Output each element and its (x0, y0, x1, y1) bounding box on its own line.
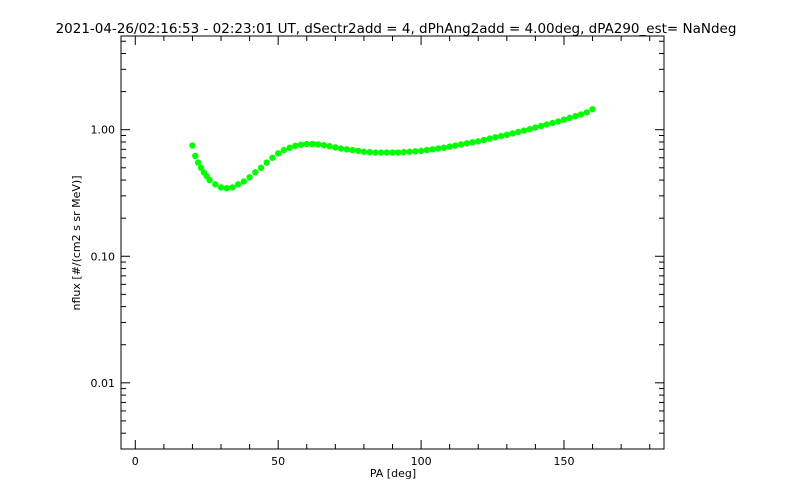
data-point (406, 148, 413, 155)
data-point (549, 119, 556, 127)
data-point (229, 184, 236, 191)
x-tick-label: 0 (132, 455, 139, 468)
plot-frame (120, 35, 665, 450)
y-axis-ticks: 0.01 0.10 1.00 (91, 40, 664, 450)
data-point (292, 142, 299, 150)
data-point (423, 146, 430, 154)
data-point (217, 184, 225, 191)
data-point (503, 131, 511, 139)
data-point (497, 132, 505, 140)
data-point (326, 143, 333, 150)
data-point (194, 159, 202, 166)
data-point (366, 148, 373, 156)
data-point (280, 146, 288, 154)
y-tick-label: 0.10 (91, 250, 116, 263)
data-point (412, 148, 419, 155)
data-point (440, 144, 448, 151)
data-point (543, 121, 551, 128)
data-point (309, 140, 316, 148)
data-point (395, 149, 402, 156)
data-point (286, 144, 293, 151)
data-point (332, 144, 339, 151)
data-point (337, 145, 345, 152)
x-tick-label: 100 (411, 455, 432, 468)
data-point (234, 181, 242, 188)
data-point (297, 141, 305, 148)
chart-title: 2021-04-26/02:16:53 - 02:23:01 UT, dSect… (56, 21, 737, 37)
data-point (492, 134, 499, 141)
data-point (566, 114, 573, 122)
data-point (446, 143, 453, 150)
data-point (343, 146, 350, 153)
data-point (206, 176, 213, 184)
data-point (457, 141, 465, 148)
data-point (320, 141, 328, 149)
data-point (303, 140, 310, 148)
x-axis-label: PA [deg] (370, 467, 416, 480)
y-axis-label: nflux [#/(cm2 s sr MeV)] (70, 176, 83, 311)
data-point (389, 149, 396, 156)
data-point (417, 147, 425, 155)
data-point (383, 149, 390, 156)
data-point (257, 164, 265, 171)
data-point (377, 149, 385, 156)
x-tick-label: 150 (553, 455, 574, 468)
data-point (583, 109, 591, 116)
x-axis-ticks: 0 50 100 150 (132, 36, 651, 468)
data-point (577, 111, 585, 118)
data-point (435, 145, 442, 152)
data-point (589, 106, 596, 113)
data-point (463, 140, 471, 147)
data-point (240, 178, 248, 185)
y-tick-label: 0.01 (91, 377, 116, 390)
data-point (400, 148, 408, 156)
data-point (480, 136, 488, 144)
data-point (212, 181, 219, 188)
data-point (555, 118, 562, 125)
data-point (429, 146, 436, 153)
x-tick-label: 50 (271, 455, 285, 468)
y-tick-label: 1.00 (91, 124, 116, 137)
data-point (246, 174, 253, 181)
data-point (532, 124, 539, 131)
data-point (355, 147, 362, 155)
data-point (452, 142, 459, 149)
data-point (189, 142, 196, 149)
data-point (509, 130, 516, 137)
data-point (515, 128, 522, 136)
data-point (537, 122, 545, 130)
data-point (252, 169, 259, 176)
data-point (269, 154, 276, 161)
data-point (520, 127, 528, 134)
data-point (526, 125, 533, 133)
data-point (475, 138, 482, 145)
data-point (572, 112, 579, 120)
data-point (372, 149, 379, 156)
data-point (223, 184, 230, 192)
data-point (486, 135, 493, 142)
data-point (192, 152, 199, 160)
data-point (314, 141, 322, 148)
data-series (189, 106, 596, 192)
data-point (360, 148, 368, 155)
data-point (560, 116, 568, 123)
data-point (469, 139, 476, 146)
data-point (274, 150, 282, 157)
data-point (197, 164, 205, 171)
data-point (349, 146, 356, 154)
data-point (263, 159, 270, 166)
